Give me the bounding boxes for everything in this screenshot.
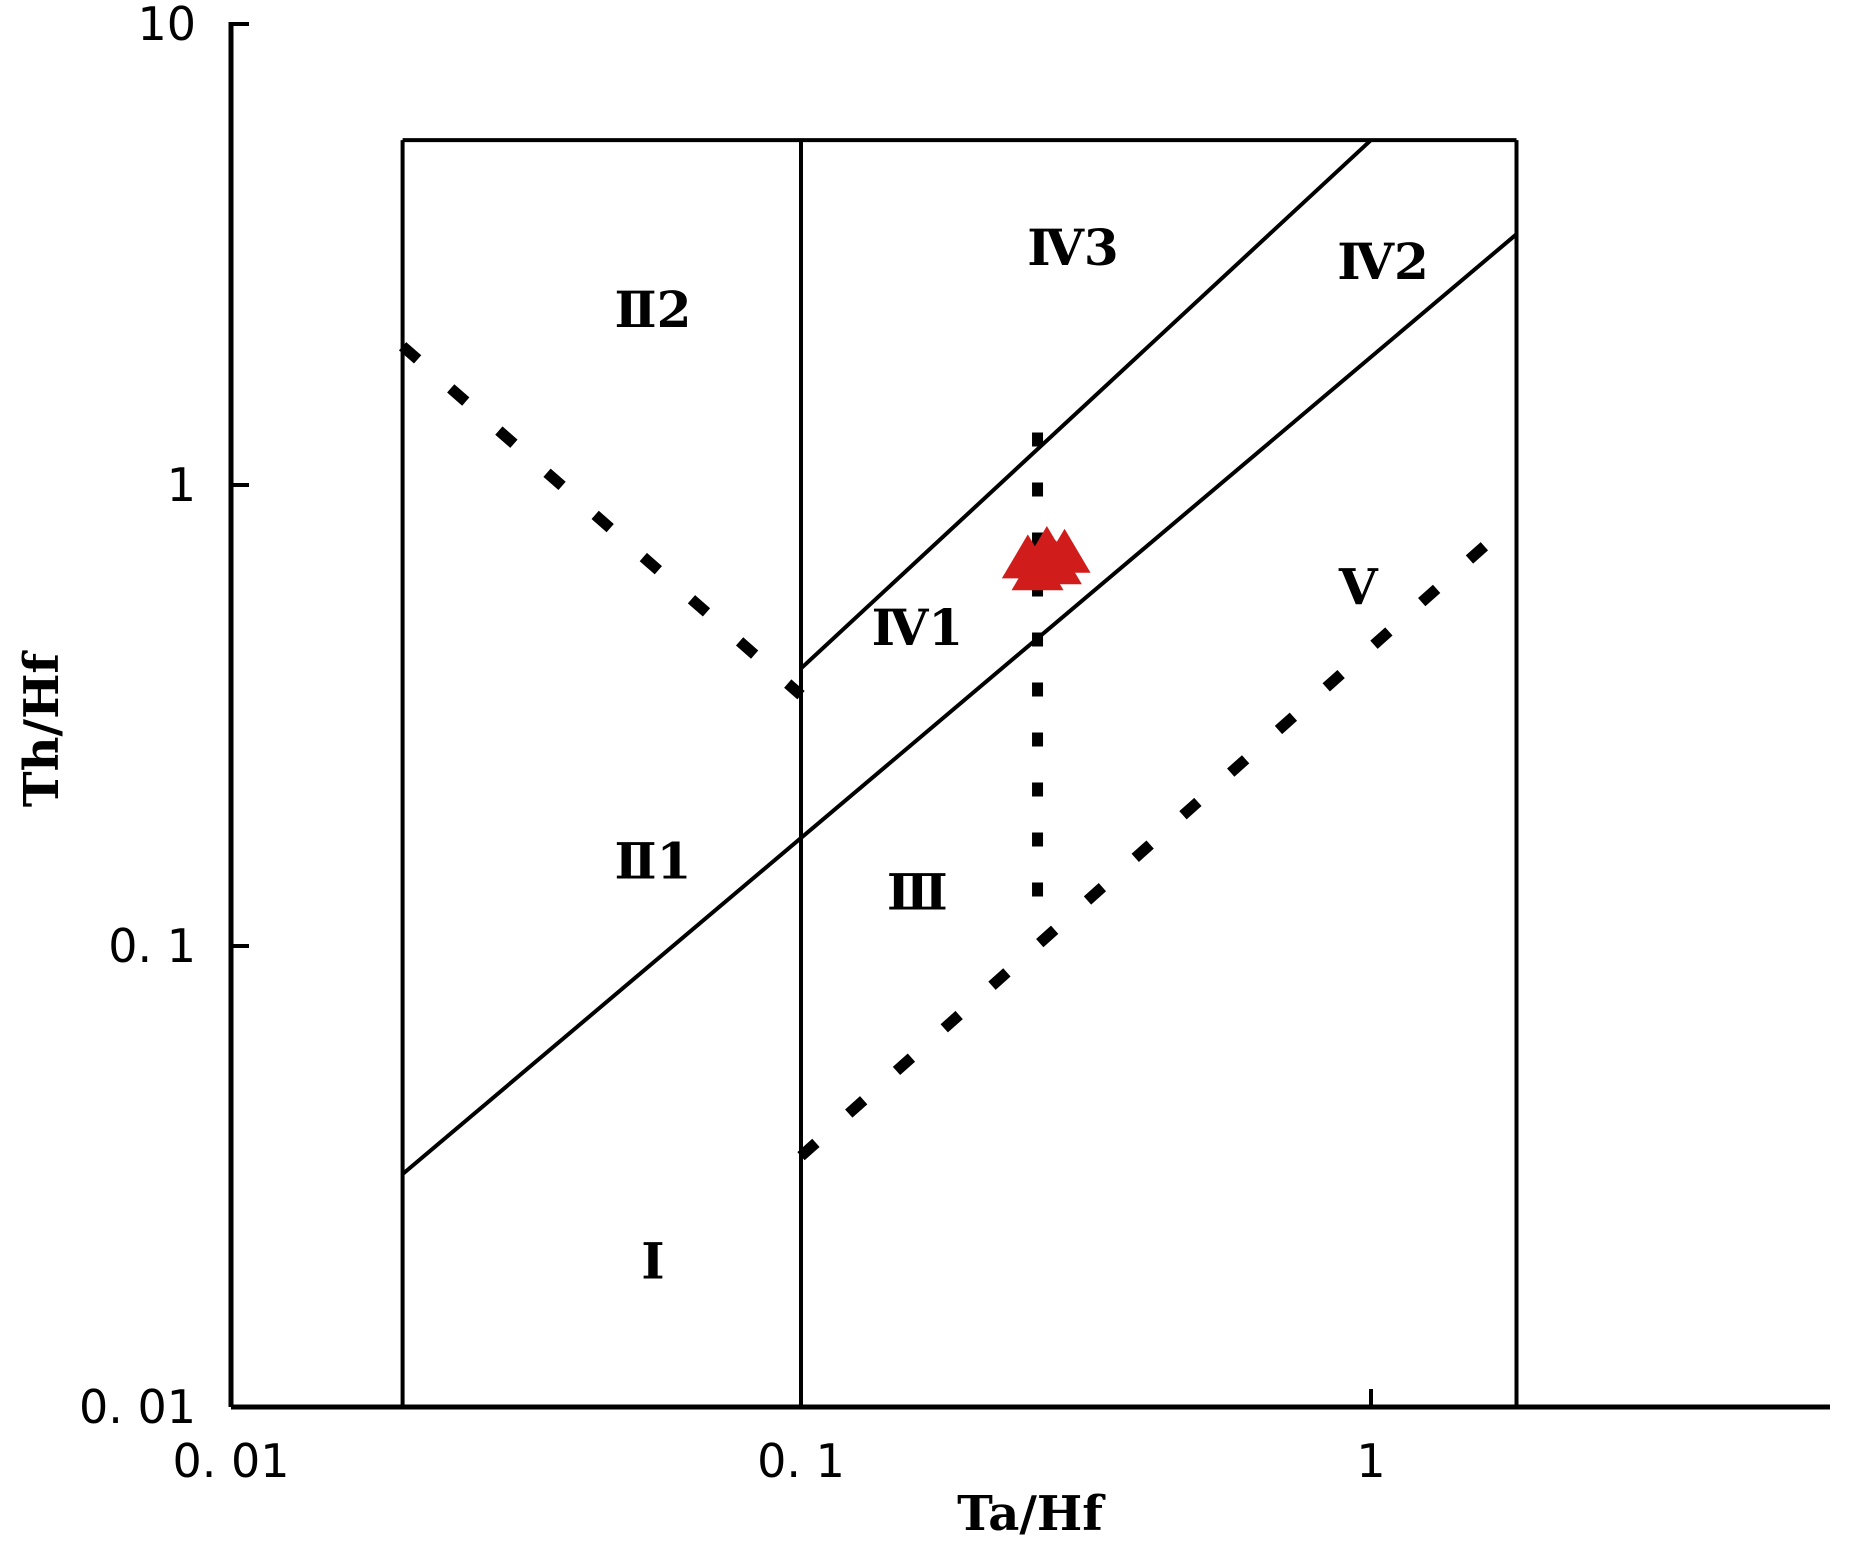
x-tick-label: 1 — [1356, 1434, 1385, 1488]
boundary-upper-diagonal — [799, 138, 1373, 670]
boundary-lower-diagonal — [401, 232, 1518, 1176]
region-label: Ⅱ1 — [615, 832, 692, 891]
y-tick-label: 1 — [167, 458, 196, 512]
y-tick-label: 0. 1 — [108, 919, 196, 973]
region-label: Ⅱ2 — [615, 280, 692, 339]
boundary-dashed-II-split — [398, 342, 805, 700]
region-label: Ⅰ — [641, 1231, 664, 1290]
points-layer — [1001, 526, 1091, 591]
y-axis-title: Th/Hf — [14, 650, 70, 808]
y-tick-label: 10 — [137, 0, 196, 51]
x-tick-label: 0. 01 — [172, 1434, 289, 1488]
region-label: Ⅴ — [1338, 558, 1379, 617]
x-tick-label: 0. 1 — [757, 1434, 845, 1488]
region-label: Ⅳ3 — [1027, 218, 1119, 277]
region-labels-layer: Ⅰ Ⅱ1 Ⅱ2 Ⅲ Ⅳ1 Ⅳ3 Ⅳ2 Ⅴ — [615, 218, 1429, 1290]
boundaries-layer — [398, 138, 1521, 1407]
y-tick-label: 0. 01 — [79, 1380, 196, 1434]
data-point-triangle — [1029, 540, 1082, 585]
axes-layer — [228, 22, 1830, 1410]
region-label: Ⅳ1 — [872, 598, 964, 657]
region-label: Ⅳ2 — [1337, 232, 1429, 291]
x-axis-title: Ta/Hf — [957, 1486, 1106, 1542]
region-label: Ⅲ — [887, 862, 948, 921]
